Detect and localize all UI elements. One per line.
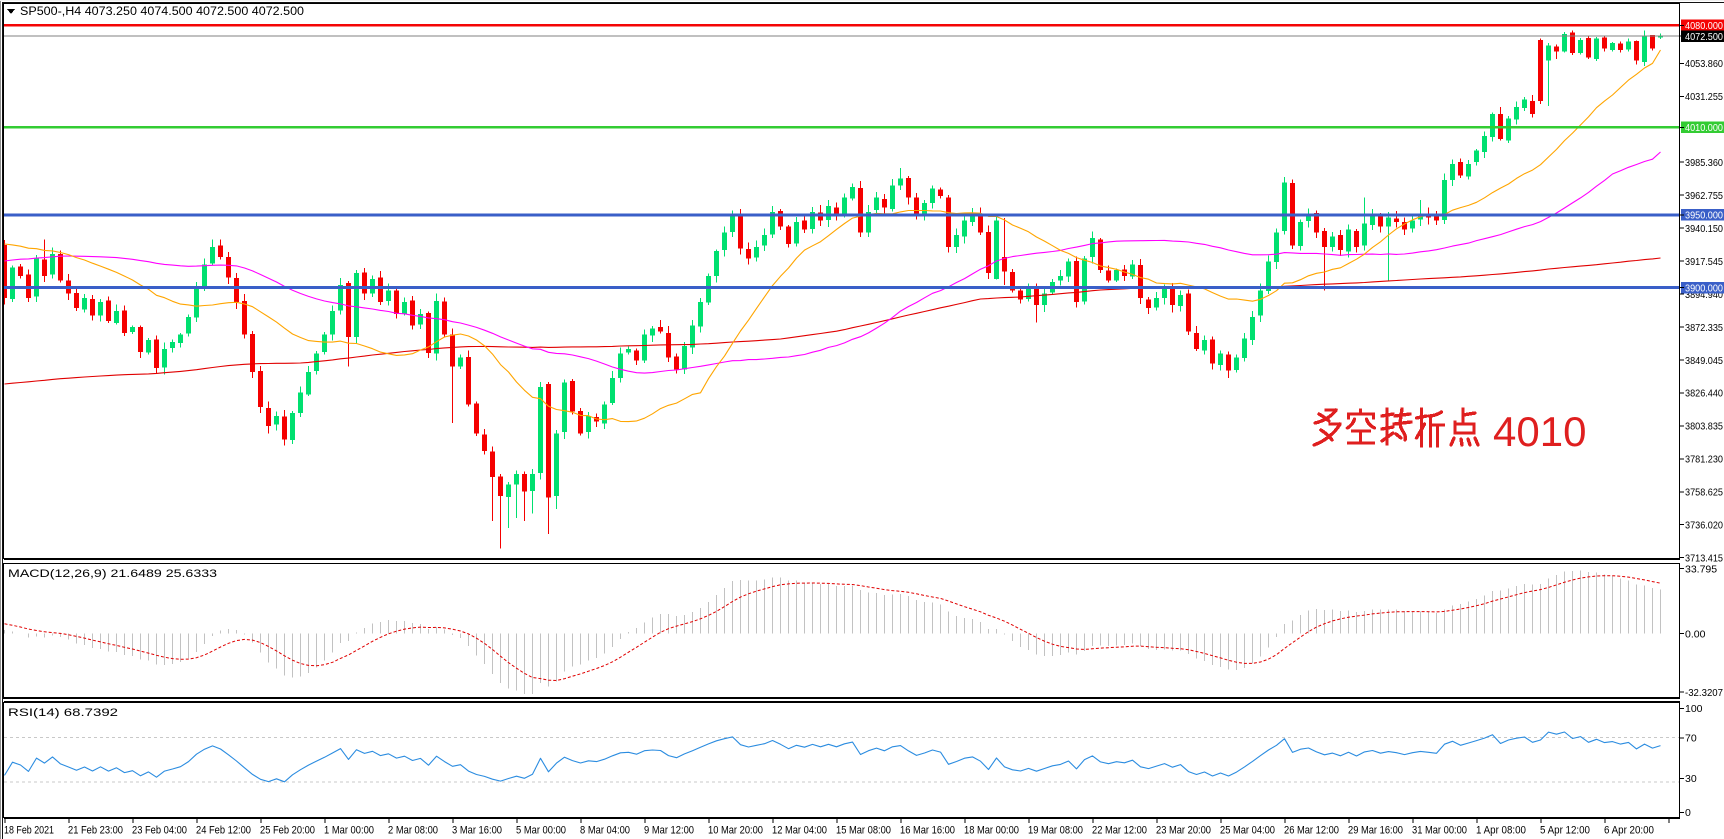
svg-text:30: 30 — [1685, 773, 1697, 785]
svg-text:25 Mar 04:00: 25 Mar 04:00 — [1220, 825, 1275, 837]
svg-text:100: 100 — [1685, 703, 1703, 715]
svg-text:23 Feb 04:00: 23 Feb 04:00 — [132, 825, 187, 837]
svg-text:19 Mar 08:00: 19 Mar 08:00 — [1028, 825, 1083, 837]
svg-text:10 Mar 20:00: 10 Mar 20:00 — [708, 825, 763, 837]
svg-text:SP500-,H4 4073.250 4074.500 4: SP500-,H4 4073.250 4074.500 4072.500 407… — [20, 6, 304, 18]
svg-text:24 Feb 12:00: 24 Feb 12:00 — [196, 825, 251, 837]
svg-text:70: 70 — [1685, 733, 1697, 745]
svg-text:MACD(12,26,9) 21.6489 25.6333: MACD(12,26,9) 21.6489 25.6333 — [8, 568, 217, 580]
svg-text:18 Mar 00:00: 18 Mar 00:00 — [964, 825, 1019, 837]
svg-text:3985.360: 3985.360 — [1685, 157, 1723, 169]
svg-text:4080.000: 4080.000 — [1685, 20, 1723, 32]
svg-text:21 Feb 23:00: 21 Feb 23:00 — [68, 825, 123, 837]
svg-text:31 Mar 00:00: 31 Mar 00:00 — [1412, 825, 1467, 837]
svg-text:3736.020: 3736.020 — [1685, 520, 1723, 532]
svg-text:3803.835: 3803.835 — [1685, 421, 1723, 433]
svg-text:26 Mar 12:00: 26 Mar 12:00 — [1284, 825, 1339, 837]
svg-text:18 Feb 2021: 18 Feb 2021 — [4, 825, 54, 837]
svg-text:3758.625: 3758.625 — [1685, 487, 1723, 499]
svg-text:3 Mar 16:00: 3 Mar 16:00 — [452, 825, 502, 837]
svg-text:33.795: 33.795 — [1685, 563, 1717, 575]
svg-text:-32.3207: -32.3207 — [1685, 687, 1723, 699]
svg-text:5 Mar 00:00: 5 Mar 00:00 — [516, 825, 566, 837]
svg-text:3940.150: 3940.150 — [1685, 223, 1723, 235]
svg-text:3950.000: 3950.000 — [1685, 210, 1723, 222]
svg-text:4072.500: 4072.500 — [1685, 31, 1723, 43]
svg-text:5 Apr 12:00: 5 Apr 12:00 — [1540, 825, 1590, 837]
svg-text:3713.415: 3713.415 — [1685, 553, 1723, 565]
svg-text:9 Mar 12:00: 9 Mar 12:00 — [644, 825, 694, 837]
svg-text:3900.000: 3900.000 — [1685, 283, 1723, 295]
svg-text:23 Mar 20:00: 23 Mar 20:00 — [1156, 825, 1211, 837]
svg-text:2 Mar 08:00: 2 Mar 08:00 — [388, 825, 438, 837]
svg-text:22 Mar 12:00: 22 Mar 12:00 — [1092, 825, 1147, 837]
svg-text:3849.045: 3849.045 — [1685, 355, 1723, 367]
svg-text:1 Apr 08:00: 1 Apr 08:00 — [1476, 825, 1526, 837]
svg-text:3781.230: 3781.230 — [1685, 454, 1723, 466]
svg-text:3872.335: 3872.335 — [1685, 322, 1723, 334]
svg-text:3826.440: 3826.440 — [1685, 388, 1723, 400]
svg-text:12 Mar 04:00: 12 Mar 04:00 — [772, 825, 827, 837]
svg-text:4031.255: 4031.255 — [1685, 91, 1723, 103]
svg-text:0.00: 0.00 — [1685, 628, 1706, 640]
svg-text:3917.545: 3917.545 — [1685, 256, 1723, 268]
svg-text:6 Apr 20:00: 6 Apr 20:00 — [1604, 825, 1654, 837]
svg-text:4010.000: 4010.000 — [1685, 122, 1723, 134]
svg-text:15 Mar 08:00: 15 Mar 08:00 — [836, 825, 891, 837]
svg-text:16 Mar 16:00: 16 Mar 16:00 — [900, 825, 955, 837]
svg-text:3962.755: 3962.755 — [1685, 190, 1723, 202]
svg-text:4053.860: 4053.860 — [1685, 58, 1723, 70]
svg-text:25 Feb 20:00: 25 Feb 20:00 — [260, 825, 315, 837]
svg-text:4010: 4010 — [1493, 408, 1586, 455]
svg-text:0: 0 — [1685, 807, 1691, 819]
svg-text:8 Mar 04:00: 8 Mar 04:00 — [580, 825, 630, 837]
svg-text:29 Mar 16:00: 29 Mar 16:00 — [1348, 825, 1403, 837]
svg-text:RSI(14) 68.7392: RSI(14) 68.7392 — [8, 707, 118, 719]
svg-text:1 Mar 00:00: 1 Mar 00:00 — [324, 825, 374, 837]
